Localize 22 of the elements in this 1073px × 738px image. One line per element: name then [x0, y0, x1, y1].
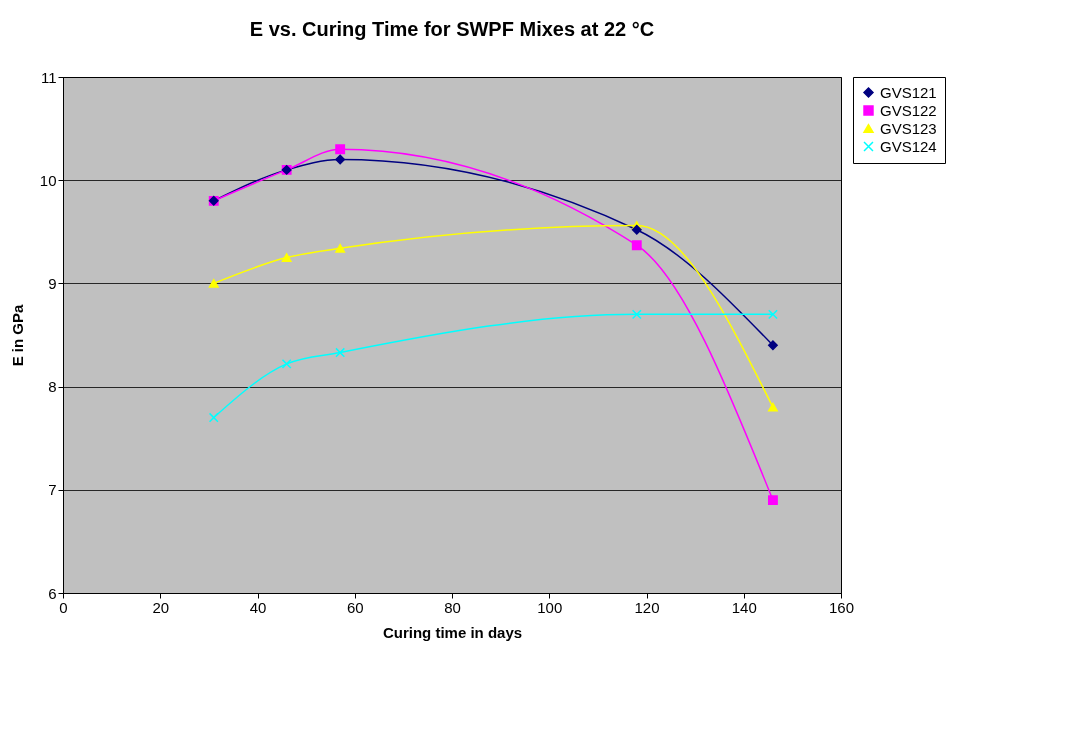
x-tick-label: 0	[59, 598, 68, 616]
x-tick-label: 80	[444, 598, 461, 616]
legend-label: GVS121	[880, 83, 937, 101]
x-tick-label: 60	[346, 598, 364, 616]
y-axis-title: E in GPa	[8, 304, 26, 367]
y-tick-label: 7	[48, 481, 57, 499]
x-tick-label: 140	[731, 598, 757, 616]
legend-label: GVS124	[880, 137, 937, 155]
x-tick-label: 40	[249, 598, 267, 616]
legend-label: GVS123	[880, 119, 937, 137]
legend-label: GVS122	[880, 101, 937, 119]
y-tick-label: 11	[40, 68, 57, 86]
y-tick-label: 8	[48, 378, 57, 396]
y-tick-label: 10	[39, 171, 57, 189]
y-tick-label: 9	[48, 274, 57, 292]
x-tick-label: 160	[828, 598, 855, 616]
y-tick-label: 6	[48, 584, 57, 602]
x-tick-label: 100	[537, 598, 563, 616]
x-tick-label: 20	[152, 598, 170, 616]
x-tick-label: 120	[634, 598, 660, 616]
x-axis-title: Curing time in days	[382, 623, 523, 641]
chart-title: E vs. Curing Time for SWPF Mixes at 22 °C	[249, 18, 655, 40]
